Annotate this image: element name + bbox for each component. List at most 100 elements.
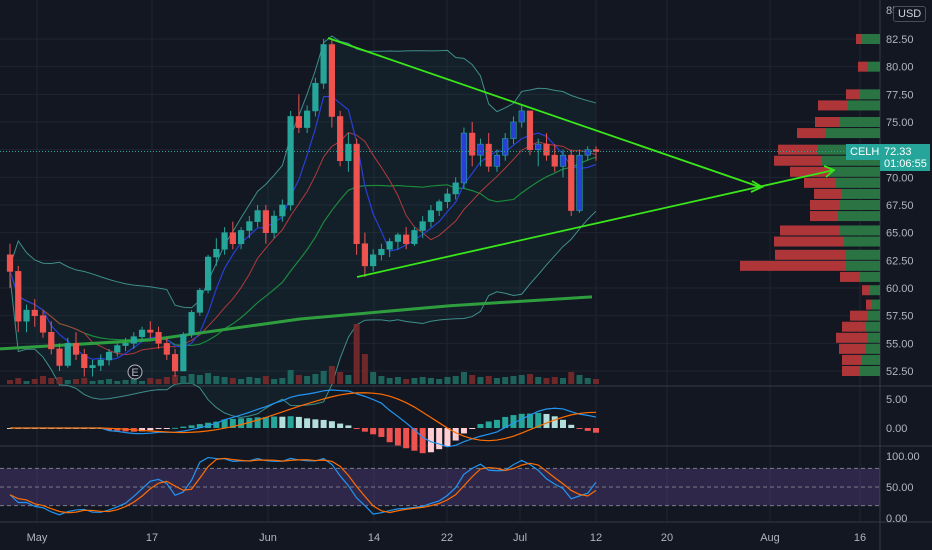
trendline-arrowhead <box>823 165 836 178</box>
macd-tick-label: 0.00 <box>886 423 907 435</box>
moving-average-20 <box>9 156 597 347</box>
macd-histogram-bar <box>147 428 154 431</box>
volume-bar <box>40 376 47 384</box>
volume-bar <box>188 374 195 384</box>
candle-body <box>229 232 236 245</box>
volume-bar <box>337 372 344 384</box>
candle-body <box>345 143 352 162</box>
volume-profile-bar <box>842 354 862 365</box>
macd-histogram-bar <box>452 428 459 441</box>
candle-body <box>221 232 228 250</box>
volume-profile-bar <box>860 366 880 376</box>
macd-histogram-bar <box>287 416 294 428</box>
macd-histogram-bar <box>493 419 500 428</box>
macd-histogram-bar <box>551 416 558 428</box>
volume-profile-bar <box>778 144 818 155</box>
candle-body <box>15 271 22 322</box>
macd-histogram-bar <box>320 419 327 428</box>
price-tick-label: 82.50 <box>886 34 914 46</box>
price-tick-label: 60.00 <box>886 283 914 295</box>
price-tick-label: 62.50 <box>886 255 914 267</box>
volume-bar <box>394 377 401 384</box>
candle-body <box>204 256 212 291</box>
candle-body <box>502 138 509 156</box>
volume-bar <box>526 374 533 384</box>
volume-bar <box>172 375 179 384</box>
volume-bar <box>304 376 311 384</box>
macd-histogram-bar <box>518 413 525 428</box>
volume-profile-bar <box>866 321 880 332</box>
macd-histogram-bar <box>378 428 385 437</box>
candle-body <box>271 215 278 233</box>
candle-body <box>535 143 542 150</box>
volume-bar <box>469 375 476 384</box>
macd-histogram-bar <box>304 418 311 428</box>
candle-body <box>361 243 369 267</box>
volume-bar <box>31 379 38 384</box>
candle-body <box>163 343 170 355</box>
candle-body <box>353 143 360 245</box>
volume-bar <box>205 373 212 384</box>
volume-bar <box>254 378 261 384</box>
volume-bar <box>551 377 558 384</box>
volume-profile-bar <box>804 177 836 188</box>
volume-bar <box>419 377 426 384</box>
volume-bar <box>386 378 393 384</box>
candle-body <box>526 110 534 150</box>
candle-body <box>452 182 459 195</box>
candle-body <box>196 289 203 313</box>
candle-body <box>81 354 88 368</box>
volume-profile-bar <box>836 332 868 343</box>
candle-body <box>370 254 377 267</box>
volume-profile-bar <box>848 100 880 111</box>
macd-histogram-bar <box>279 416 286 428</box>
volume-bar <box>559 378 566 384</box>
macd-histogram-bar <box>114 428 121 431</box>
candle-body <box>147 329 154 333</box>
candle-body <box>436 201 443 211</box>
candle-body <box>551 154 558 167</box>
candle-body <box>213 248 220 258</box>
macd-histogram-bar <box>559 419 566 428</box>
macd-histogram-bar <box>238 418 245 428</box>
candle-body <box>485 143 492 167</box>
volume-bar <box>262 376 269 384</box>
candle-body <box>254 210 261 222</box>
volume-bar <box>238 379 245 384</box>
volume-profile-bar <box>870 285 880 296</box>
candle-body <box>394 234 402 242</box>
trendline-arrowhead <box>750 180 764 193</box>
volume-profile-bar <box>815 117 840 127</box>
candle-body <box>287 116 294 206</box>
candle-body <box>378 248 385 256</box>
countdown-timer: 01:06:55 <box>884 158 927 170</box>
volume-bar <box>345 375 352 384</box>
volume-bar <box>89 381 96 384</box>
volume-bar <box>312 374 319 384</box>
candle-body <box>138 329 146 337</box>
volume-bar <box>436 379 443 384</box>
volume-bar <box>221 377 228 384</box>
volume-profile-bar <box>840 117 880 127</box>
volume-bar <box>353 324 360 384</box>
volume-bar <box>584 378 591 384</box>
macd-histogram-bar <box>411 428 418 451</box>
volume-bar <box>139 381 146 384</box>
volume-profile-bar <box>840 271 860 282</box>
volume-profile-bar <box>814 188 842 199</box>
macd-line <box>10 389 597 448</box>
volume-bar <box>361 354 368 384</box>
macd-histogram-bar <box>353 428 360 430</box>
macd-histogram-bar <box>535 412 542 428</box>
volume-bar <box>213 376 220 384</box>
volume-profile-bar <box>790 166 830 177</box>
volume-bar <box>328 366 335 384</box>
macd-histogram-bar <box>254 417 261 428</box>
macd-histogram-bar <box>106 428 113 431</box>
volume-bar <box>287 370 294 384</box>
candle-body <box>130 336 137 344</box>
x-tick-label: 22 <box>441 532 453 544</box>
macd-histogram-bar <box>172 427 179 429</box>
candle-body <box>155 331 162 344</box>
